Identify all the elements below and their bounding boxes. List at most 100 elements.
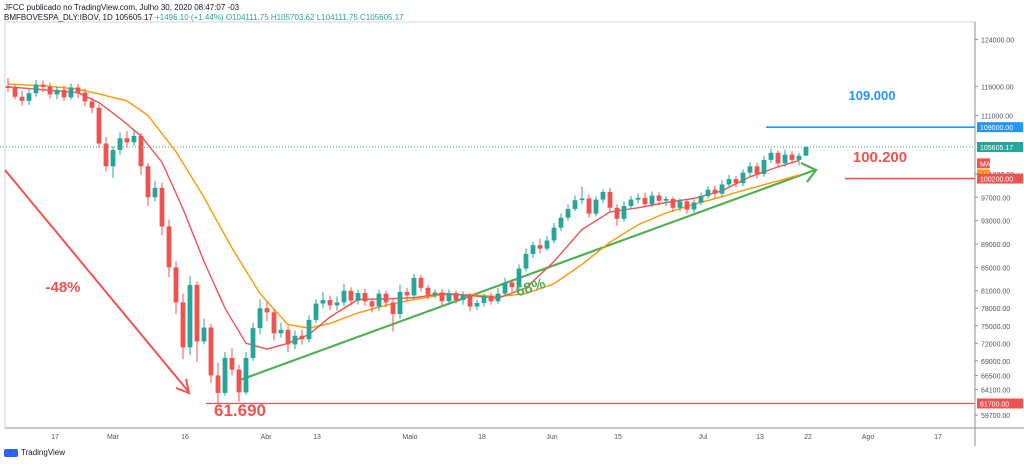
x-tick-label: Jul: [699, 434, 708, 441]
candle-body: [698, 196, 704, 203]
x-tick-label: Abr: [261, 434, 273, 441]
candle-body: [68, 87, 74, 98]
candle-body: [691, 202, 697, 210]
y-tick-label: 93000.00: [981, 219, 1010, 226]
candle-body: [96, 107, 102, 144]
mid-price-label: 100200.00: [980, 177, 1013, 184]
candle-body: [474, 302, 480, 307]
candle-body: [761, 159, 767, 174]
candle-body: [509, 282, 515, 288]
candle-body: [208, 327, 214, 376]
candle-body: [551, 227, 557, 241]
x-tick-label: 16: [181, 434, 189, 441]
y-tick-label: 66500.00: [981, 373, 1010, 380]
drop-arrow-line: [4, 169, 189, 392]
x-tick-label: 18: [478, 434, 486, 441]
candle-body: [355, 293, 361, 301]
candle-body: [600, 191, 606, 200]
resistance-annotation: 109.000: [849, 88, 896, 103]
mid-price-label-bg: [977, 173, 1023, 184]
x-tick-label: 17: [51, 434, 59, 441]
candle-body: [754, 166, 760, 174]
candle-body: [383, 293, 389, 303]
candle-body: [40, 84, 46, 87]
candle-body: [320, 300, 326, 304]
x-tick-label: Maio: [402, 434, 417, 441]
candle-body: [663, 199, 669, 201]
candle-body: [775, 152, 781, 164]
candle-body: [152, 187, 158, 198]
candle-body: [677, 201, 683, 208]
candle-body: [740, 172, 746, 184]
change-text: +1496.10 (+1.44%): [155, 13, 224, 22]
candle-body: [586, 198, 592, 214]
candle-body: [117, 138, 123, 150]
candle-body: [565, 208, 571, 218]
x-tick-label: Jun: [546, 434, 557, 441]
symbol-name: BMFBOVESPA_DLY:IBOV, 1D: [4, 13, 113, 22]
candle-body: [376, 293, 382, 307]
candle-body: [82, 92, 88, 102]
y-tick-label: 72000.00: [981, 341, 1010, 348]
candle-body: [460, 295, 466, 301]
y-tick-label: 89000.00: [981, 242, 1010, 249]
last-price-text: 105605.17: [115, 13, 153, 22]
symbol-legend: BMFBOVESPA_DLY:IBOV, 1D 105605.17 +1496.…: [4, 13, 404, 22]
candle-body: [705, 189, 711, 197]
publish-caption: JFCC publicado no TradingView.com, Julho…: [4, 3, 240, 12]
candle-body: [369, 301, 375, 307]
candle-body: [719, 184, 725, 194]
candle-body: [362, 293, 368, 302]
candle-body: [187, 284, 193, 348]
candle-body: [201, 327, 207, 342]
candle-body: [495, 293, 501, 302]
y-tick-label: 111000.00: [981, 113, 1013, 120]
x-tick-label: 15: [614, 434, 622, 441]
candle-body: [768, 152, 774, 160]
candle-body: [327, 300, 333, 306]
candle-body: [635, 197, 641, 200]
y-tick-label: 116000.00: [981, 84, 1014, 91]
ma-fast-label: MA: [980, 161, 991, 168]
x-tick-label: Mar: [107, 434, 120, 441]
mid-annotation: 100.200: [853, 149, 907, 166]
ohlc-text: O104111.75 H105703.62 L104111.75 C105605…: [225, 13, 404, 22]
y-tick-label: 124000.00: [981, 38, 1014, 45]
candle-body: [628, 199, 634, 207]
candle-body: [26, 93, 32, 101]
candle-body: [523, 253, 529, 269]
candle-body: [47, 86, 53, 95]
candle-body: [481, 295, 487, 303]
candle-body: [642, 197, 648, 205]
low-price-label-bg: [977, 398, 1023, 409]
candle-body: [75, 87, 81, 93]
candle-body: [89, 101, 95, 108]
candle-body: [747, 166, 753, 173]
candle-body: [782, 154, 788, 164]
candle-body: [544, 240, 550, 249]
candle-body: [110, 149, 116, 167]
y-tick-label: 81000.00: [981, 289, 1010, 296]
candle-body: [180, 302, 186, 348]
candle-body: [593, 199, 599, 214]
candle-body: [334, 302, 340, 306]
candle-body: [222, 357, 228, 393]
last-price-label-bg: [977, 141, 1023, 152]
candle-body: [33, 84, 39, 94]
candle-body: [453, 293, 459, 301]
candle-body: [299, 335, 305, 340]
candle-body: [404, 291, 410, 296]
ma-fast-line: [7, 86, 800, 350]
candle-body: [712, 189, 718, 194]
candle-body: [558, 217, 564, 228]
candle-body: [579, 198, 585, 201]
candle-body: [789, 154, 795, 160]
resistance-price-label: 109000.00: [980, 125, 1013, 132]
candle-body: [390, 302, 396, 315]
candle-body: [348, 290, 354, 301]
candle-body: [530, 245, 536, 254]
candle-body: [194, 284, 200, 342]
candle-body: [271, 312, 277, 334]
candle-body: [12, 88, 18, 97]
